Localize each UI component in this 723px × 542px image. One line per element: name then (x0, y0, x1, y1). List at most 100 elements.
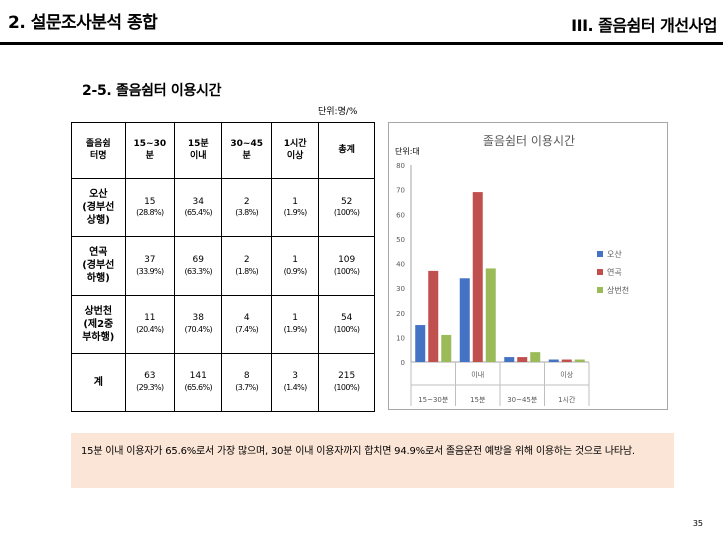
table-cell: 15 (28.8%) (124, 178, 176, 238)
x-tick-label-top: 이상 (560, 370, 573, 379)
y-tick-label: 60 (396, 211, 405, 219)
table-cell: 69 (63.3%) (174, 236, 223, 296)
cell-percent: (100%) (333, 208, 360, 218)
x-tick-label: 15~30분 (418, 396, 449, 404)
row-label: 상번천 (제2중 부하행) (71, 294, 126, 354)
table-column-header: 1시간 이상 (270, 121, 320, 180)
table-cell: 215 (100%) (318, 352, 375, 413)
cell-count: 37 (144, 254, 156, 265)
y-tick-label: 80 (396, 162, 405, 170)
bar-오산 (459, 278, 470, 362)
cell-count: 1 (292, 313, 298, 324)
legend-label: 상번천 (607, 285, 629, 295)
table-row: 상번천 (제2중 부하행) 11 (20.4%) 38 (70.4%) 4 (7.4%) 1 (1.… (71, 294, 375, 354)
cell-percent: (100%) (333, 266, 360, 276)
table-row: 연곡 (경부선 하행) 37 (33.9%) 69 (63.3%) 2 (1.8%) 1 (0.9%… (71, 236, 375, 296)
usage-time-table: 졸음쉼 터명 15~30 분 15분 이내 30~45 분 1시간 이상 총계 오산 (경부선 상행) 15… (71, 121, 375, 413)
cell-count: 3 (292, 371, 298, 382)
cell-count: 15 (144, 196, 156, 207)
table-cell: 141 (65.6%) (174, 352, 223, 413)
table-header-row: 졸음쉼 터명 15~30 분 15분 이내 30~45 분 1시간 이상 총계 (71, 121, 375, 180)
table-column-header: 15~30 분 (124, 121, 176, 180)
x-tick-label-top: 이내 (471, 370, 484, 379)
bar-오산 (415, 325, 426, 362)
cell-percent: (65.6%) (184, 383, 213, 393)
table-cell: 11 (20.4%) (124, 294, 176, 354)
bar-연곡 (472, 192, 483, 362)
bar-상번천 (441, 334, 452, 362)
table-row: 계 63 (29.3%) 141 (65.6%) 8 (3.7%) 3 (1.4%) 215 (10… (71, 352, 375, 413)
y-tick-label: 20 (396, 310, 405, 318)
cell-percent: (3.8%) (235, 208, 259, 218)
table-cell: 63 (29.3%) (124, 352, 176, 413)
legend-swatch (597, 287, 603, 293)
y-tick-label: 10 (396, 334, 405, 342)
bar-오산 (504, 357, 515, 362)
cell-count: 1 (292, 254, 298, 265)
x-tick-label: 15분 (470, 396, 486, 404)
section-title: 2-5. 졸음쉼터 이용시간 (82, 83, 222, 99)
table-cell: 37 (33.9%) (124, 236, 176, 296)
table-column-header: 졸음쉼 터명 (71, 121, 126, 180)
table-cell: 1 (0.9%) (270, 236, 320, 296)
header-left-title: 2. 설문조사분석 종합 (8, 13, 158, 33)
y-tick-label: 40 (396, 261, 405, 269)
y-tick-label: 30 (396, 285, 405, 293)
page-number: 35 (692, 519, 703, 528)
cell-count: 52 (340, 196, 353, 207)
table-cell: 2 (3.8%) (221, 178, 272, 238)
table-cell: 4 (7.4%) (221, 294, 272, 354)
cell-percent: (7.4%) (235, 324, 259, 334)
cell-percent: (0.9%) (283, 266, 308, 276)
cell-percent: (63.3%) (184, 266, 213, 276)
table-cell: 54 (100%) (318, 294, 375, 354)
chart-title: 졸음쉼터 이용시간 (483, 134, 575, 148)
cell-percent: (70.4%) (184, 324, 213, 334)
table-column-header: 15분 이내 (174, 121, 223, 180)
table-cell: 52 (100%) (318, 178, 375, 238)
bar-상번천 (485, 268, 496, 362)
cell-percent: (1.8%) (235, 266, 259, 276)
table-cell: 2 (1.8%) (221, 236, 272, 296)
row-label: 연곡 (경부선 하행) (71, 236, 126, 296)
legend-swatch (597, 251, 603, 257)
table-cell: 8 (3.7%) (221, 352, 272, 413)
bar-오산 (548, 359, 559, 362)
y-tick-label: 50 (396, 236, 405, 244)
cell-count: 54 (340, 313, 353, 324)
cell-percent: (100%) (333, 383, 360, 393)
cell-count: 4 (243, 313, 250, 324)
table-column-header: 총계 (318, 121, 375, 180)
legend-label: 연곡 (607, 268, 622, 277)
table-cell: 1 (1.9%) (270, 294, 320, 354)
cell-count: 1 (292, 196, 298, 207)
bar-연곡 (517, 357, 528, 362)
bar-연곡 (561, 359, 572, 362)
cell-percent: (3.7%) (235, 383, 259, 393)
table-cell: 38 (70.4%) (174, 294, 223, 354)
bar-상번천 (574, 359, 585, 362)
cell-count: 2 (243, 196, 250, 207)
header-right-title: III. 졸음쉼터 개선사업 (571, 16, 717, 35)
summary-note: 15분 이내 이용자가 65.6%로서 가장 많으며, 30분 이내 이용자까지… (71, 433, 674, 488)
cell-percent: (20.4%) (136, 324, 164, 334)
bar-연곡 (428, 270, 439, 362)
cell-count: 141 (189, 371, 207, 382)
cell-count: 69 (192, 254, 204, 265)
table-cell: 3 (1.4%) (270, 352, 320, 413)
table-cell: 34 (65.4%) (174, 178, 223, 238)
legend-label: 오산 (607, 249, 622, 259)
table-cell: 109 (100%) (318, 236, 375, 296)
unit-note: 단위:명/% (318, 107, 358, 117)
cell-count: 215 (338, 371, 356, 382)
x-tick-label: 30~45분 (507, 396, 538, 404)
cell-percent: (1.9%) (283, 208, 308, 218)
bar-상번천 (530, 352, 541, 362)
row-label: 계 (71, 352, 126, 413)
cell-count: 38 (192, 313, 204, 324)
cell-count: 63 (144, 371, 156, 382)
cell-count: 11 (144, 313, 156, 324)
cell-count: 109 (338, 254, 356, 265)
table-row: 오산 (경부선 상행) 15 (28.8%) 34 (65.4%) 2 (3.8%) 1 (1.9%… (71, 178, 375, 238)
